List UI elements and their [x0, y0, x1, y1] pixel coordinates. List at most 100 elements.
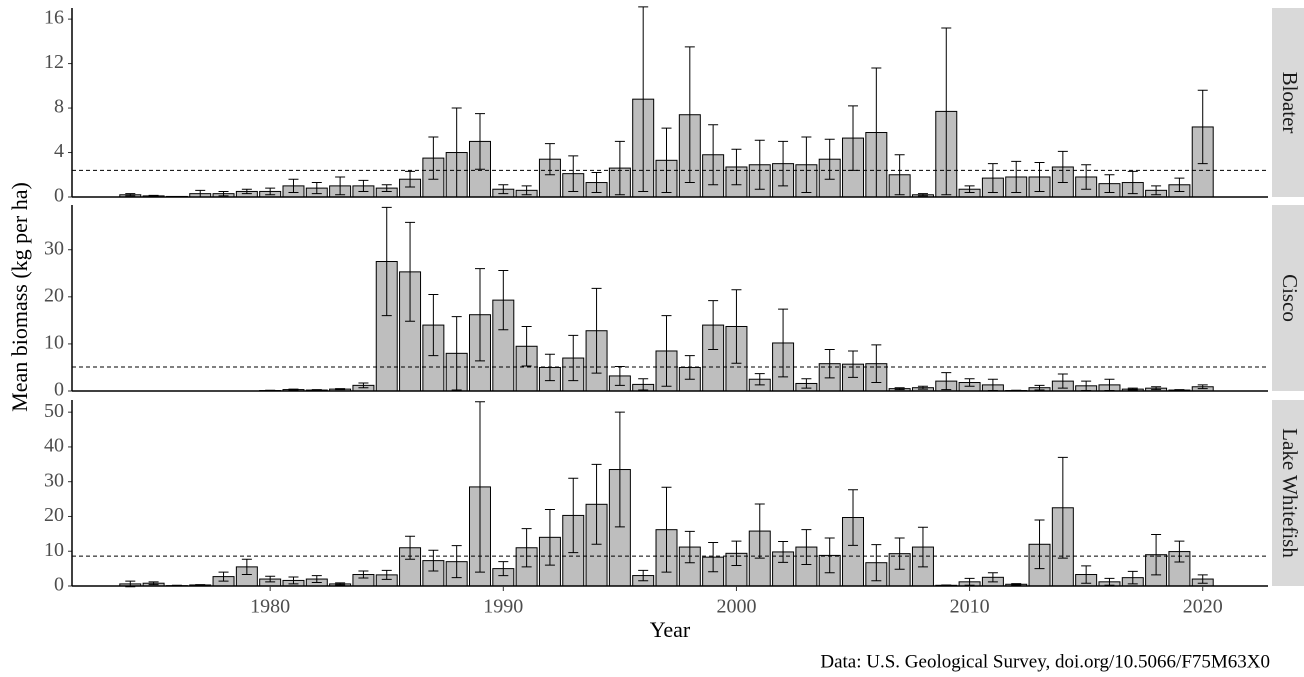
error-bar — [824, 138, 835, 180]
y-tick-label: 30 — [44, 469, 64, 491]
error-bar — [265, 187, 276, 196]
error-bar — [498, 269, 509, 331]
error-bar — [917, 385, 928, 390]
error-bar — [358, 179, 369, 192]
error-bar — [708, 542, 719, 573]
error-bar — [451, 545, 462, 579]
error-bar — [381, 184, 392, 192]
x-tick-label: 2010 — [950, 596, 990, 618]
error-bar — [848, 489, 859, 546]
strip — [1272, 8, 1304, 197]
error-bar — [218, 190, 229, 197]
error-bar — [381, 206, 392, 317]
error-bar — [801, 136, 812, 194]
error-bar — [1197, 89, 1208, 165]
error-bar — [638, 569, 649, 582]
error-bar — [1197, 384, 1208, 390]
error-bar — [1151, 386, 1162, 391]
error-bar — [125, 193, 136, 197]
error-bar — [917, 193, 928, 197]
error-bar — [1104, 174, 1115, 194]
error-bar — [731, 289, 742, 364]
error-bar — [708, 124, 719, 186]
y-tick-label: 10 — [44, 539, 64, 561]
x-tick-label: 1980 — [250, 596, 290, 618]
y-tick-label: 20 — [44, 284, 64, 306]
error-bar — [544, 143, 555, 176]
error-bar — [941, 27, 952, 196]
error-bar — [1034, 519, 1045, 570]
error-bar — [591, 287, 602, 374]
error-bar — [614, 411, 625, 528]
error-bar — [987, 572, 998, 583]
error-bar — [1081, 565, 1092, 584]
y-tick-label: 30 — [44, 237, 64, 259]
error-bar — [335, 176, 346, 196]
error-bar — [498, 561, 509, 577]
error-bar — [638, 378, 649, 391]
y-tick-label: 0 — [54, 185, 64, 207]
error-bar — [474, 113, 485, 170]
error-bar — [381, 569, 392, 580]
error-bar — [1057, 456, 1068, 559]
y-axis-label: Mean biomass (kg per ha) — [7, 182, 32, 412]
x-tick-label: 2000 — [716, 596, 756, 618]
error-bar — [731, 148, 742, 186]
strip — [1272, 400, 1304, 586]
error-bar — [568, 477, 579, 554]
error-bar — [754, 503, 765, 559]
error-bar — [474, 268, 485, 362]
error-bar — [1127, 387, 1138, 391]
error-bar — [894, 537, 905, 570]
y-tick-label: 8 — [54, 96, 64, 118]
error-bar — [288, 178, 299, 194]
error-bar — [288, 576, 299, 585]
error-bar — [451, 316, 462, 391]
x-tick-label: 1990 — [483, 596, 523, 618]
error-bar — [824, 349, 835, 379]
error-bar — [987, 163, 998, 194]
error-bar — [148, 581, 159, 586]
y-tick-label: 0 — [54, 574, 64, 596]
error-bar — [684, 530, 695, 564]
error-bar — [568, 155, 579, 192]
error-bar — [1081, 164, 1092, 190]
caption: Data: U.S. Geological Survey, doi.org/10… — [820, 651, 1270, 672]
error-bar — [428, 136, 439, 180]
error-bar — [218, 571, 229, 582]
error-bar — [778, 140, 789, 187]
error-bar — [241, 188, 252, 195]
error-bar — [568, 334, 579, 382]
error-bar — [661, 315, 672, 387]
y-tick-label: 4 — [54, 140, 64, 162]
strip-label: Bloater — [1278, 72, 1302, 134]
error-bar — [428, 549, 439, 572]
error-bar — [894, 154, 905, 196]
error-bar — [848, 350, 859, 378]
error-bar — [778, 308, 789, 378]
error-bar — [1127, 170, 1138, 195]
error-bar — [731, 540, 742, 566]
x-tick-label: 2020 — [1183, 596, 1223, 618]
strip-label: Lake Whitefish — [1278, 428, 1302, 558]
error-bar — [405, 221, 416, 322]
y-tick-label: 0 — [54, 379, 64, 401]
error-bar — [917, 526, 928, 568]
error-bar — [684, 46, 695, 184]
error-bar — [1011, 160, 1022, 194]
error-bar — [405, 170, 416, 188]
error-bar — [521, 185, 532, 196]
error-bar — [358, 382, 369, 389]
error-bar — [801, 529, 812, 565]
error-bar — [195, 584, 206, 586]
y-tick-label: 20 — [44, 504, 64, 526]
error-bar — [1011, 583, 1022, 586]
error-bar — [405, 535, 416, 560]
error-bar — [1034, 162, 1045, 192]
strip — [1272, 205, 1304, 391]
x-axis-label: Year — [650, 617, 691, 642]
error-bar — [824, 537, 835, 574]
error-bar — [591, 463, 602, 545]
